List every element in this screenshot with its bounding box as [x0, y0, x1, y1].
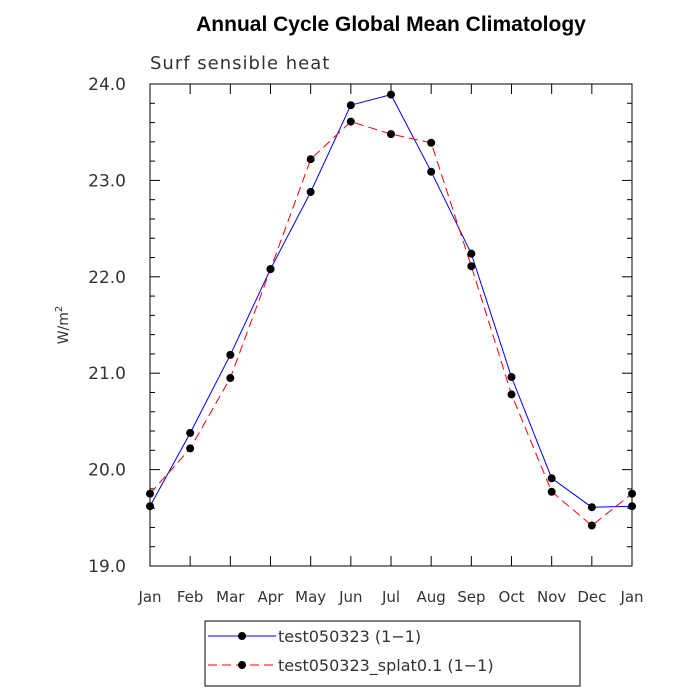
x-tick-label: May: [295, 588, 326, 606]
y-tick-label: 19.0: [88, 557, 126, 577]
series-1-point: [226, 350, 235, 359]
chart-title: Annual Cycle Global Mean Climatology: [196, 13, 586, 36]
series-2-point: [346, 117, 355, 126]
y-tick-label: 20.0: [88, 461, 126, 481]
x-tick-label: Jul: [381, 588, 400, 606]
series-2-point: [306, 155, 315, 164]
series-2-point: [427, 138, 436, 147]
series-1-point: [507, 373, 516, 382]
series-1-point: [427, 167, 436, 176]
x-tick-label: Jun: [338, 588, 362, 606]
x-axis-ticks: Jan Feb Mar Apr May Jun Jul Aug Sep Oct Nov Dec Jan: [137, 84, 644, 606]
y-tick-label: 23.0: [88, 171, 126, 191]
series-2-point: [387, 130, 395, 139]
legend-label-series-1: test050323 (1−1): [278, 627, 421, 646]
series-2-point: [628, 489, 636, 498]
series-1-point: [547, 474, 556, 483]
x-tick-label: Mar: [216, 588, 245, 606]
series-1-point: [387, 90, 395, 99]
series-2-point: [547, 487, 556, 496]
y-tick-label: 22.0: [88, 268, 126, 288]
series-2-point: [266, 265, 275, 274]
series-2-point: [226, 374, 235, 383]
series-1-point: [186, 428, 195, 437]
legend-marker-series-1: [238, 632, 246, 640]
series-1-point: [346, 101, 355, 110]
x-tick-label: Jan: [137, 588, 161, 606]
series-2-point: [146, 489, 154, 498]
series-2-point: [587, 521, 596, 530]
chart-subtitle: Surf sensible heat: [150, 53, 330, 74]
x-tick-label: Apr: [258, 588, 285, 606]
y-tick-label: 21.0: [88, 364, 126, 384]
x-tick-label: Feb: [177, 588, 204, 606]
legend-marker-series-2: [238, 661, 246, 669]
series-2-point: [467, 262, 476, 271]
legend: test050323 (1−1) test050323_splat0.1 (1−…: [204, 620, 581, 687]
series-1-point: [467, 249, 476, 258]
series-1-point: [306, 187, 315, 196]
y-tick-label: 24.0: [88, 75, 126, 95]
y-axis-ticks: 19.0 20.0 21.0 22.0 23.0 24.0: [88, 75, 632, 577]
legend-box: [204, 620, 581, 687]
series-1-point: [146, 502, 154, 511]
series-2-point: [186, 444, 195, 453]
x-tick-label: Nov: [537, 588, 566, 606]
x-tick-label: Oct: [499, 588, 525, 606]
series-layer: [146, 90, 636, 530]
legend-label-series-2: test050323_splat0.1 (1−1): [278, 656, 494, 676]
plot-frame: [149, 83, 633, 567]
series-1-point: [587, 503, 596, 512]
series-2-line: [149, 121, 633, 527]
x-tick-label: Aug: [417, 588, 446, 606]
series-1-point: [628, 502, 636, 511]
y-axis-label: W/m2: [54, 306, 72, 345]
x-tick-label: Dec: [577, 588, 606, 606]
series-1-line: [149, 94, 633, 508]
series-2-point: [507, 390, 516, 399]
x-tick-label: Jan: [619, 588, 643, 606]
x-tick-label: Sep: [457, 588, 485, 606]
